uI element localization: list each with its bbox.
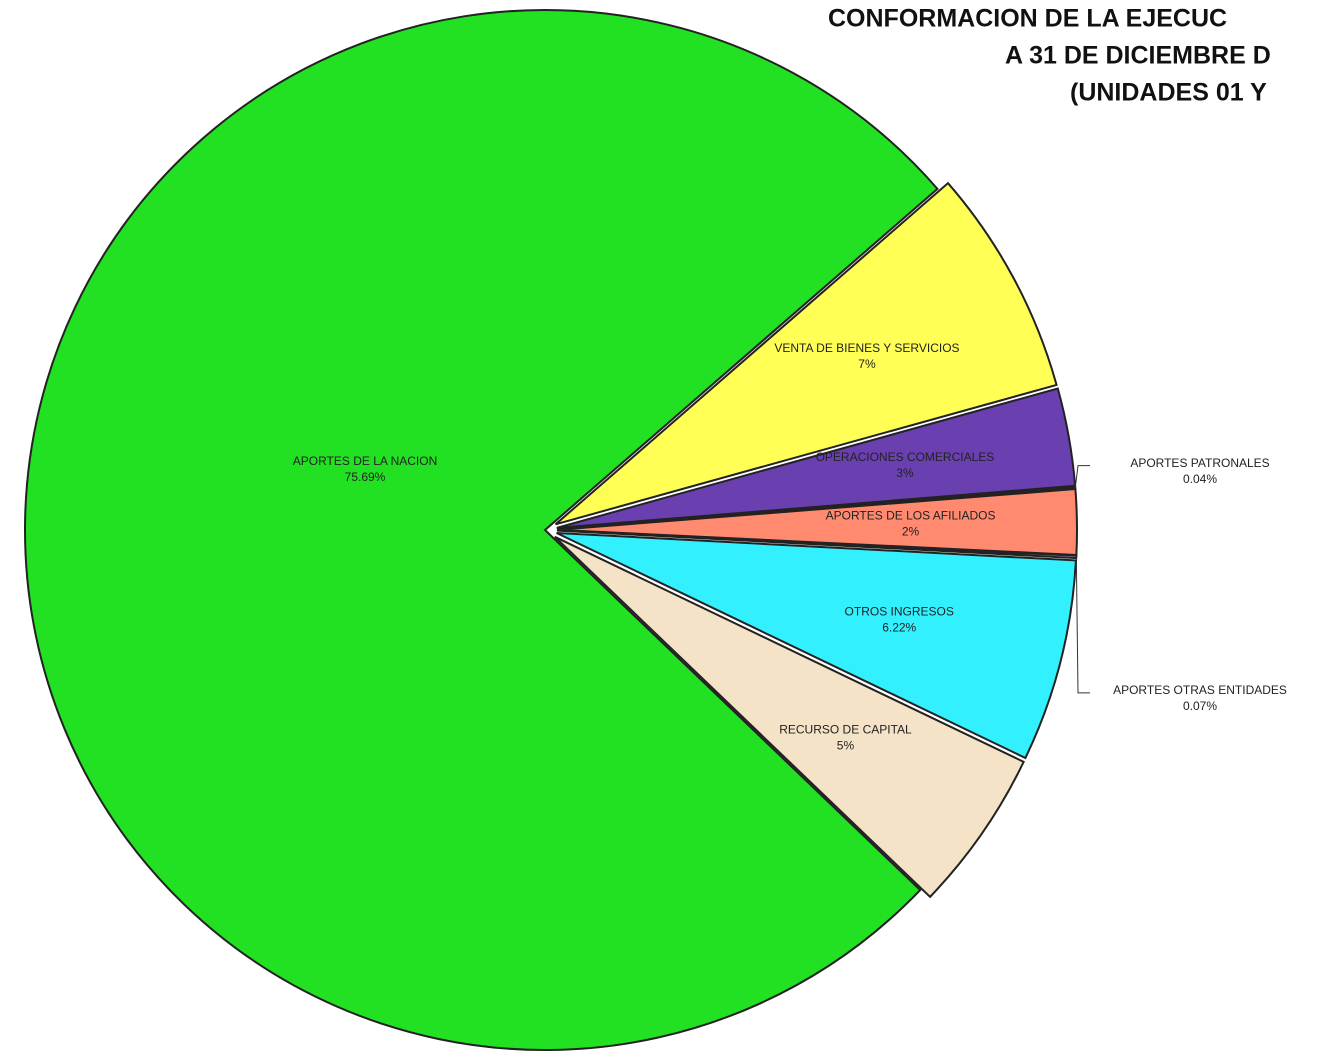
slice-value: 0.07% [1183, 699, 1217, 713]
slice-value: 0.04% [1183, 472, 1217, 486]
leader-line [1075, 556, 1090, 694]
chart-title: A 31 DE DICIEMBRE D [1005, 42, 1271, 70]
slice-value: 5% [837, 738, 855, 752]
chart-title: (UNIDADES 01 Y [1070, 79, 1267, 107]
slice-label: APORTES DE LA NACION [293, 454, 438, 468]
chart-title: CONFORMACION DE LA EJECUC [828, 5, 1227, 33]
slice-label: RECURSO DE CAPITAL [779, 722, 912, 736]
slice-value: 75.69% [345, 470, 386, 484]
slice-value: 6.22% [882, 621, 916, 635]
slice-label: APORTES PATRONALES [1130, 456, 1269, 470]
slice-label: APORTES OTRAS ENTIDADES [1113, 683, 1287, 697]
pie-slice [556, 531, 1077, 760]
slice-value: 7% [858, 357, 876, 371]
slice-label: APORTES DE LOS AFILIADOS [826, 509, 996, 523]
leader-line [1074, 465, 1090, 488]
slice-label: OPERACIONES COMERCIALES [816, 450, 995, 464]
pie-slice [24, 9, 939, 1051]
pie-slice [554, 535, 1025, 899]
slice-label: OTROS INGRESOS [845, 605, 954, 619]
slice-value: 2% [902, 525, 920, 539]
slice-value: 3% [896, 466, 914, 480]
slice-label: VENTA DE BIENES Y SERVICIOS [774, 341, 959, 355]
pie-slice [554, 181, 1058, 526]
